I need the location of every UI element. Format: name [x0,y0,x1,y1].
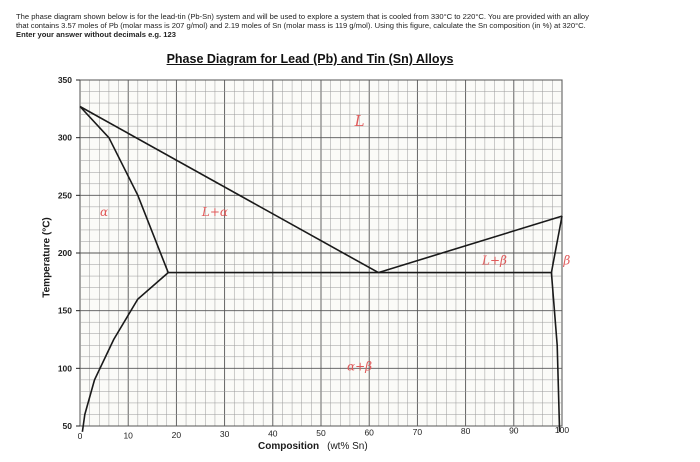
x-tick-label: 10 [123,430,133,440]
x-tick-label: 90 [509,426,519,436]
y-tick-label: 350 [58,75,72,85]
phase-boundary-solvus-left [81,271,169,432]
y-tick-label: 50 [63,421,73,431]
phase-boundary-solidus-right [550,215,563,273]
y-tick-label: 200 [58,248,72,258]
question-line-2: that contains 3.57 moles of Pb (molar ma… [16,21,586,30]
x-tick-label: 30 [220,429,230,439]
region-label: β [562,254,570,268]
y-tick-label: 150 [58,306,72,316]
phase-boundary-liquidus-left [79,105,379,274]
x-tick-label: 70 [413,427,423,437]
x-axis-label: Composition (wt% Sn) [258,441,368,452]
x-tick-label: 0 [78,431,83,441]
x-tick-label: 100 [555,425,569,435]
x-tick-label: 80 [461,426,471,436]
y-tick-label: 300 [58,133,72,143]
x-axis-label-text: Composition [258,441,320,452]
region-label: L+β [481,254,507,268]
question-text: The phase diagram shown below is for the… [16,12,686,39]
x-tick-label: 40 [268,429,278,439]
x-tick-label: 60 [364,427,374,437]
phase-boundary-solidus-left [79,105,169,273]
phase-boundary-liquidus-right [378,215,563,274]
region-label: L [354,112,365,130]
x-tick-label: 20 [172,430,182,440]
question-instruction: Enter your answer without decimals e.g. … [16,30,176,39]
y-tick-label: 100 [58,363,72,373]
region-label: L+α [201,205,228,219]
x-tick-label: 50 [316,428,326,438]
question-line-1: The phase diagram shown below is for the… [16,12,589,21]
phase-boundary-solvus-right [550,272,561,432]
y-tick-label: 250 [58,190,72,200]
y-axis-label: Temperature (°C) [41,217,53,298]
chart-title: Phase Diagram for Lead (Pb) and Tin (Sn)… [166,52,454,66]
region-label: α+β [347,360,372,374]
region-label: α [100,205,108,219]
x-axis-unit: (wt% Sn) [327,441,368,452]
